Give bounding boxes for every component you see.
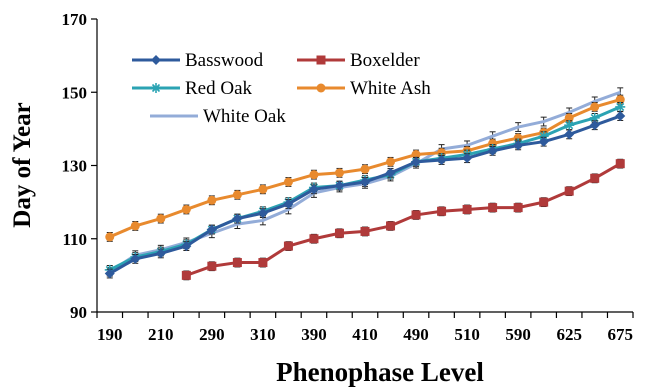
data-point xyxy=(105,232,115,242)
legend-item-white-oak: White Oak xyxy=(150,106,286,127)
data-point xyxy=(615,111,626,122)
legend-label: Boxelder xyxy=(350,50,420,71)
data-point xyxy=(308,184,319,195)
data-point xyxy=(590,173,600,183)
legend-swatch-marker xyxy=(316,83,326,93)
data-point xyxy=(564,129,575,140)
data-point xyxy=(411,156,422,167)
data-point xyxy=(538,136,549,147)
data-point xyxy=(130,253,141,264)
data-point xyxy=(181,270,191,280)
legend-label: White Oak xyxy=(203,106,286,127)
data-point xyxy=(257,208,268,219)
data-point xyxy=(564,113,574,123)
data-point xyxy=(564,186,574,196)
data-point xyxy=(206,224,217,235)
legend-label: White Ash xyxy=(350,78,431,99)
data-point xyxy=(436,155,447,166)
data-point xyxy=(615,159,625,169)
data-point xyxy=(488,203,498,213)
y-tick-label: 110 xyxy=(62,230,87,249)
y-tick-label: 170 xyxy=(62,10,88,29)
legend-item-white-ash: White Ash xyxy=(297,78,431,99)
data-point xyxy=(385,167,396,178)
x-axis-title: Phenophase Level xyxy=(276,357,484,387)
legend-item-red-oak: Red Oak xyxy=(132,78,253,99)
data-point xyxy=(181,241,192,252)
data-point xyxy=(360,164,370,174)
series-basswood xyxy=(104,111,626,279)
y-tick-label: 90 xyxy=(70,303,87,322)
data-point xyxy=(386,157,396,167)
x-tick-label: 210 xyxy=(148,325,174,344)
data-point xyxy=(130,221,140,231)
series-layer xyxy=(104,87,626,281)
data-point xyxy=(590,102,600,112)
data-point xyxy=(232,213,243,224)
x-tick-label: 510 xyxy=(454,325,480,344)
data-point xyxy=(411,210,421,220)
data-point xyxy=(207,195,217,205)
data-point xyxy=(615,95,625,105)
data-point xyxy=(156,214,166,224)
data-point xyxy=(589,120,600,131)
data-point xyxy=(386,221,396,231)
legend-item-boxelder: Boxelder xyxy=(297,50,420,71)
x-tick-label: 410 xyxy=(352,325,378,344)
data-point xyxy=(283,177,293,187)
y-tick-label: 150 xyxy=(62,83,88,102)
data-point xyxy=(309,234,319,244)
legend-item-basswood: Basswood xyxy=(132,50,264,71)
data-point xyxy=(283,241,293,251)
data-point xyxy=(564,120,575,131)
data-point xyxy=(462,153,473,164)
data-point xyxy=(360,176,370,187)
legend-label: Basswood xyxy=(185,50,264,71)
data-point xyxy=(513,203,523,213)
legend-swatch-marker xyxy=(151,83,161,93)
x-tick-label: 675 xyxy=(607,325,633,344)
data-point xyxy=(283,198,294,209)
x-tick-label: 190 xyxy=(97,325,123,344)
series-line xyxy=(185,162,621,277)
data-point xyxy=(437,206,447,216)
data-point xyxy=(487,145,498,156)
x-tick-label: 310 xyxy=(250,325,276,344)
y-tick-label: 130 xyxy=(62,157,88,176)
data-point xyxy=(360,226,370,236)
axes: 90 110 130 150 170 190 210 290 310 390 410 490 510 59… xyxy=(62,10,634,344)
data-point xyxy=(155,248,166,259)
legend-swatch-marker xyxy=(151,55,161,65)
data-point xyxy=(309,170,319,180)
data-point xyxy=(462,204,472,214)
x-tick-label: 390 xyxy=(301,325,327,344)
series-boxelder xyxy=(181,158,625,281)
data-point xyxy=(181,204,191,214)
legend-swatch-marker xyxy=(316,55,326,65)
y-axis-title: Day of Year xyxy=(9,102,36,227)
x-tick-label: 590 xyxy=(505,325,531,344)
data-point xyxy=(334,180,345,191)
data-point xyxy=(232,258,242,268)
data-point xyxy=(232,190,242,200)
data-point xyxy=(334,228,344,238)
legend-label: Red Oak xyxy=(185,78,253,99)
legend: Basswood Boxelder Red Oak White Ash White Oa… xyxy=(132,50,431,127)
x-tick-label: 290 xyxy=(199,325,225,344)
data-point xyxy=(411,150,421,160)
data-point xyxy=(207,261,217,271)
x-tick-label: 490 xyxy=(403,325,429,344)
data-point xyxy=(334,168,344,178)
data-point xyxy=(104,268,115,279)
data-point xyxy=(513,140,524,151)
data-point xyxy=(615,101,626,112)
data-point xyxy=(539,197,549,207)
data-point xyxy=(258,184,268,194)
x-tick-label: 625 xyxy=(556,325,582,344)
data-point xyxy=(258,258,268,268)
